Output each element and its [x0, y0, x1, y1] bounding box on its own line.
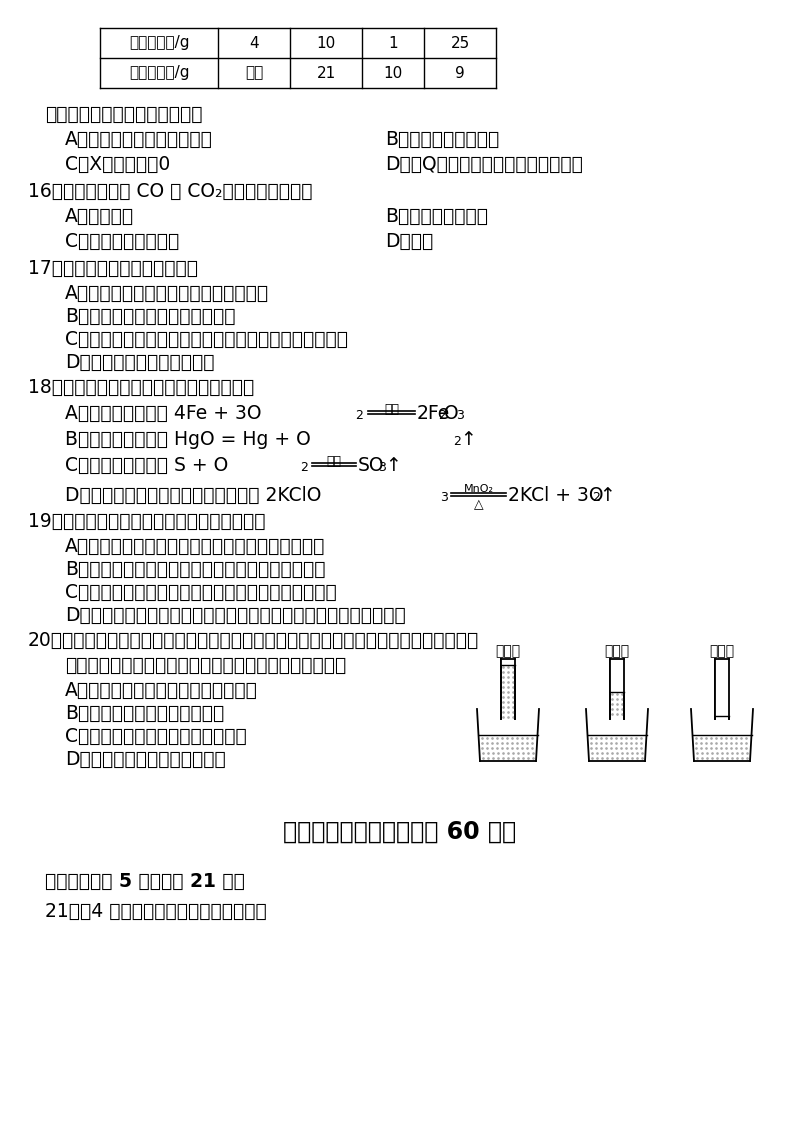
Text: 丙气体: 丙气体	[710, 644, 734, 658]
Text: B．氧化汞加热分解 HgO = Hg + O: B．氧化汞加热分解 HgO = Hg + O	[65, 430, 310, 449]
Text: 二、本题包括 5 小题，共 21 分。: 二、本题包括 5 小题，共 21 分。	[45, 872, 245, 891]
Text: 反应后质量/g: 反应后质量/g	[129, 66, 190, 80]
Text: C．通入紫色石蕊试液: C．通入紫色石蕊试液	[65, 232, 179, 251]
Text: 甲气体: 甲气体	[495, 644, 521, 658]
Text: 2: 2	[438, 409, 446, 422]
Bar	[715, 659, 729, 716]
Text: 反应前质量/g: 反应前质量/g	[129, 35, 190, 51]
Bar	[501, 659, 515, 665]
Text: C．不可以用排空气方法收集甲气体: C．不可以用排空气方法收集甲气体	[65, 727, 246, 746]
Text: 16．不能用来鉴别 CO 和 CO₂两种气体的方法是: 16．不能用来鉴别 CO 和 CO₂两种气体的方法是	[28, 182, 313, 201]
Text: 下列说法中不正确的是（　　）: 下列说法中不正确的是（ ）	[45, 105, 202, 124]
Text: D．为了安全，给试管里的液体加热时，试管口不能朐着有人的方向: D．为了安全，给试管里的液体加热时，试管口不能朐着有人的方向	[65, 606, 406, 625]
Text: 25: 25	[450, 35, 470, 51]
Text: D．夏天食物腐烂与氧气无关: D．夏天食物腐烂与氧气无关	[65, 353, 214, 372]
Text: 17．下列说法正确的是（　　）: 17．下列说法正确的是（ ）	[28, 259, 198, 278]
Text: 21．（4 分）用元素符号或化学式表示：: 21．（4 分）用元素符号或化学式表示：	[45, 903, 266, 921]
Text: 1: 1	[388, 35, 398, 51]
Text: A．观察颜色: A．观察颜色	[65, 207, 134, 226]
Text: 10: 10	[383, 66, 402, 80]
Bar	[610, 659, 624, 692]
Text: 3: 3	[440, 491, 448, 504]
Text: B．含氧的化合物可能不是氧化物: B．含氧的化合物可能不是氧化物	[65, 307, 235, 326]
Text: ↑: ↑	[460, 430, 476, 449]
Text: B．为了获得感性认识，可触摸药品或尝药品的味道: B．为了获得感性认识，可触摸药品或尝药品的味道	[65, 560, 326, 579]
Text: 第二部分　非选择题（共 60 分）: 第二部分 非选择题（共 60 分）	[283, 820, 517, 844]
Text: 10: 10	[316, 35, 336, 51]
Text: 2: 2	[300, 461, 308, 474]
Text: D．实验室用氯酸钙和二氧化锶制氧气 2KClO: D．实验室用氯酸钙和二氧化锶制氧气 2KClO	[65, 486, 322, 506]
Text: C．硫在氧气中燃烧 S + O: C．硫在氧气中燃烧 S + O	[65, 456, 228, 475]
Text: C．为了能看到标签，倒倒试液时，标签不能向着手心: C．为了能看到标签，倒倒试液时，标签不能向着手心	[65, 582, 337, 602]
Text: B．乙气体比甲气体更易溶于水: B．乙气体比甲气体更易溶于水	[65, 703, 224, 723]
Text: A．该反应遵守质量守恒定律: A．该反应遵守质量守恒定律	[65, 130, 213, 149]
Text: 乙气体: 乙气体	[605, 644, 630, 658]
Text: 21: 21	[316, 66, 336, 80]
Text: 未测: 未测	[245, 66, 263, 80]
Text: A．为了快速加热，给试管里的液体加热时不用预热: A．为了快速加热，给试管里的液体加热时不用预热	[65, 537, 326, 556]
Text: ↑: ↑	[599, 486, 614, 506]
Text: 3: 3	[456, 409, 464, 422]
Bar	[610, 658, 625, 692]
Text: MnO₂: MnO₂	[463, 484, 494, 494]
Text: 4: 4	[249, 35, 259, 51]
Bar	[501, 658, 515, 665]
Text: O: O	[444, 404, 458, 423]
Text: C．铁丝在氧气中燃烧，发出淡蓝色火焏，生成黑色固体: C．铁丝在氧气中燃烧，发出淡蓝色火焏，生成黑色固体	[65, 330, 348, 349]
Bar	[714, 658, 730, 716]
Text: 2: 2	[355, 409, 363, 422]
Text: 2: 2	[453, 435, 461, 448]
Text: D．点燃: D．点燃	[385, 232, 434, 251]
Text: A．铁在氧气中燃烧 4Fe + 3O: A．铁在氧气中燃烧 4Fe + 3O	[65, 404, 262, 423]
Text: D．甲、乙、丙气体都易溶于水: D．甲、乙、丙气体都易溶于水	[65, 750, 226, 769]
Text: 2: 2	[592, 491, 600, 504]
Text: A．可以采用排水集气方法收集丙气体: A．可以采用排水集气方法收集丙气体	[65, 681, 258, 700]
Text: 点燃: 点燃	[326, 455, 342, 468]
Text: 所示的现象，对甲、乙、丙气体的分析正确的是（　　）: 所示的现象，对甲、乙、丙气体的分析正确的是（ ）	[65, 656, 346, 675]
Text: B．通入澄清石灰水: B．通入澄清石灰水	[385, 207, 488, 226]
Text: 点燃: 点燃	[384, 403, 399, 416]
Text: 18．下列化学方程式书写正确的是（　　）: 18．下列化学方程式书写正确的是（ ）	[28, 378, 254, 397]
Text: ↑: ↑	[385, 456, 401, 475]
Text: D．若Q为氧气，则该反应为氧化反应: D．若Q为氧气，则该反应为氧化反应	[385, 155, 583, 174]
Text: 2KCl + 3O: 2KCl + 3O	[508, 486, 603, 506]
Text: 19．在实验室中，下列做法正确的是（　　）: 19．在实验室中，下列做法正确的是（ ）	[28, 512, 266, 530]
Text: 9: 9	[455, 66, 465, 80]
Text: 3: 3	[378, 461, 386, 474]
Text: SO: SO	[358, 456, 385, 475]
Text: B．该反应为分解反应: B．该反应为分解反应	[385, 130, 499, 149]
Text: 20．把分别盛满甲、乙、丙气体的试管倒插入盛有水的烧杯中，一段时间后，观察到如图: 20．把分别盛满甲、乙、丙气体的试管倒插入盛有水的烧杯中，一段时间后，观察到如图	[28, 631, 479, 650]
Text: △: △	[474, 498, 483, 511]
Text: 2Fe: 2Fe	[417, 404, 450, 423]
Text: A．实验室常用电解水的方法来制取氧气: A．实验室常用电解水的方法来制取氧气	[65, 284, 269, 303]
Text: C．X中未测値为0: C．X中未测値为0	[65, 155, 170, 174]
